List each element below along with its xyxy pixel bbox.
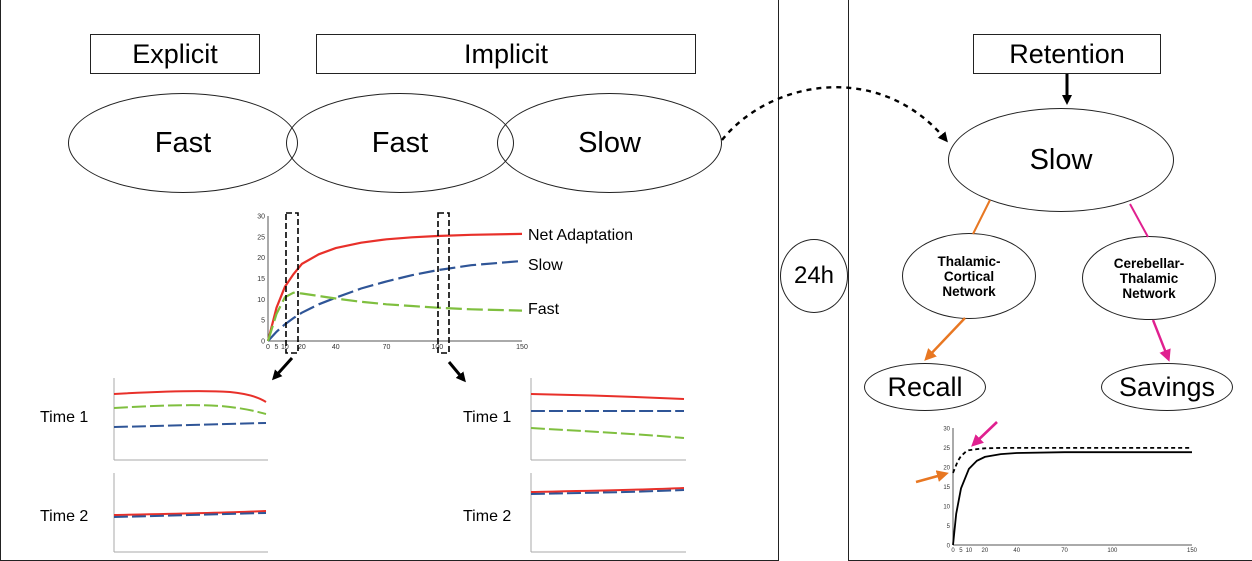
y-tick-label: 15 [943, 485, 950, 491]
y-tick-label: 30 [257, 214, 265, 221]
x-tick-label: 70 [1061, 548, 1068, 554]
explicit-fast-label: Fast [154, 126, 212, 159]
cerebellar-to-savings-arrow [1151, 319, 1171, 362]
implicit-fast-ellipse: Fast [286, 93, 514, 193]
thalamic-cortical-network-ellipse: Thalamic-Cortical Network [902, 233, 1036, 319]
x-tick-label: 100 [1107, 548, 1118, 554]
series-line-2 [267, 259, 523, 342]
x-tick-label: 20 [982, 548, 989, 554]
right-time1-label: Time 1 [463, 409, 511, 426]
time1-early-bracket [285, 212, 299, 354]
x-tick-label: 10 [281, 344, 289, 351]
x-tick-label: 150 [516, 344, 528, 351]
retention-box: Retention [973, 34, 1161, 74]
slow-legend: Slow [528, 257, 563, 274]
y-tick-label: 25 [257, 234, 265, 241]
x-tick-label: 0 [951, 548, 955, 554]
slow-to-thalamic-line [972, 199, 991, 235]
y-tick-label: 15 [257, 276, 265, 283]
thalamic-to-recall-arrow [924, 317, 966, 361]
right-time2-label: Time 2 [463, 508, 511, 525]
implicit-slow-label: Slow [578, 126, 641, 159]
cerebellar-thalamic-network-ellipse: Cerebellar-Thalamic Network [1082, 236, 1216, 320]
y-tick-label: 20 [943, 466, 950, 472]
y-tick-label: 5 [947, 524, 951, 530]
zoom-arrow-right [447, 361, 466, 383]
x-tick-label: 5 [959, 548, 963, 554]
series-line-3 [266, 291, 523, 342]
series-line-1 [952, 451, 1192, 546]
implicit-fast-label: Fast [371, 126, 429, 159]
x-tick-label: 20 [298, 344, 306, 351]
left-time2-label: Time 2 [40, 508, 88, 525]
y-tick-label: 20 [257, 255, 265, 262]
series-line-2 [952, 447, 1192, 474]
consolidation-dashed-arrow [721, 86, 948, 143]
y-tick-label: 10 [257, 297, 265, 304]
fast-legend: Fast [528, 301, 560, 318]
retention-slow-label: Slow [1029, 143, 1093, 176]
right-time2-snapshot [530, 473, 686, 553]
time-interval-label: 24h [793, 262, 835, 289]
left-time1-label: Time 1 [40, 409, 88, 426]
implicit-slow-ellipse: Slow [497, 93, 722, 193]
y-tick-label: 5 [261, 318, 265, 325]
x-tick-label: 10 [966, 548, 973, 554]
time-interval-circle: 24h [780, 239, 848, 313]
right-time1-snapshot [530, 378, 686, 461]
zoom-arrow-left [271, 356, 294, 381]
savings-magenta-arrow [971, 421, 998, 447]
savings-label: Savings [1118, 371, 1216, 402]
recall-ellipse: Recall [864, 363, 986, 411]
recall-label: Recall [887, 371, 963, 402]
retention-label: Retention [1009, 38, 1125, 69]
x-tick-label: 40 [1013, 548, 1020, 554]
y-tick-label: 25 [943, 446, 950, 452]
x-tick-label: 5 [275, 344, 279, 351]
y-tick-label: 0 [947, 544, 951, 550]
thalamic-cortical-network-label: Thalamic-Cortical Network [937, 253, 1001, 299]
savings-ellipse: Savings [1101, 363, 1233, 411]
implicit-label: Implicit [463, 38, 548, 69]
recall-orange-arrow [915, 470, 949, 484]
y-tick-label: 30 [943, 427, 950, 433]
retention-slow-ellipse: Slow [948, 108, 1174, 212]
cerebellar-thalamic-network-label: Cerebellar-Thalamic Network [1113, 255, 1185, 301]
y-tick-label: 10 [943, 505, 950, 511]
left-time1-snapshot [113, 378, 268, 461]
y-tick-label: 0 [261, 339, 265, 346]
implicit-box: Implicit [316, 34, 696, 74]
net-adaptation-legend: Net Adaptation [528, 227, 633, 244]
time1-late-bracket [437, 212, 450, 354]
x-tick-label: 150 [1187, 548, 1198, 554]
x-tick-label: 40 [332, 344, 340, 351]
left-time2-snapshot [113, 473, 268, 553]
x-tick-label: 0 [266, 344, 270, 351]
explicit-label: Explicit [132, 38, 218, 69]
explicit-box: Explicit [90, 34, 260, 74]
series-line-1 [266, 232, 523, 342]
slow-to-cerebellar-line [1129, 203, 1149, 238]
x-tick-label: 70 [383, 344, 391, 351]
